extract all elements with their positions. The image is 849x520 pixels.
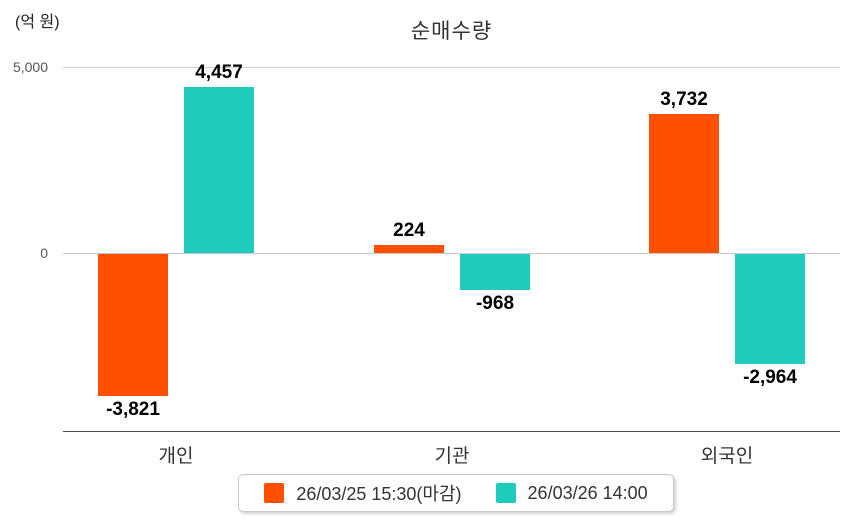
bar-value-label-prev-session-institution: 224: [393, 219, 425, 241]
bar-current-session-institution: [460, 254, 530, 290]
bar-prev-session-individual: [98, 254, 168, 397]
chart-title: 순매수량: [410, 20, 493, 43]
x-category-label-institution: 기관: [434, 446, 470, 467]
x-axis-line: [63, 431, 840, 432]
y-tick-label-5000: 5,000: [12, 59, 48, 75]
bar-current-session-individual: [184, 87, 254, 253]
bar-value-label-current-session-individual: 4,457: [195, 62, 243, 84]
legend-entry-prev-session[interactable]: 26/03/25 15:30(마감): [264, 480, 462, 506]
legend-label-prev-session: 26/03/25 15:30(마감): [296, 484, 462, 504]
legend-swatch-current-session: [495, 483, 516, 503]
gridline-0: [63, 253, 840, 254]
bar-prev-session-institution: [374, 244, 444, 253]
gridline-5000: [63, 67, 840, 68]
bar-current-session-foreigner: [735, 254, 805, 365]
legend-swatch-prev-session: [264, 483, 285, 503]
legend-entry-current-session[interactable]: 26/03/26 14:00: [495, 482, 648, 504]
y-axis-unit-label: (억 원): [15, 14, 60, 31]
bar-value-label-current-session-institution: -968: [475, 293, 515, 314]
bar-prev-session-foreigner: [649, 114, 719, 253]
x-category-label-individual: 개인: [158, 446, 194, 467]
bar-value-label-prev-session-individual: -3,821: [106, 399, 160, 421]
y-tick-label-0: 0: [40, 245, 48, 261]
legend-label-current-session: 26/03/26 14:00: [527, 482, 648, 503]
bar-value-label-prev-session-foreigner: 3,732: [660, 89, 708, 111]
legend: 26/03/25 15:30(마감) 26/03/26 14:00: [238, 474, 674, 512]
x-category-label-foreigner: 외국인: [700, 446, 754, 467]
bar-value-label-current-session-foreigner: -2,964: [743, 367, 797, 389]
